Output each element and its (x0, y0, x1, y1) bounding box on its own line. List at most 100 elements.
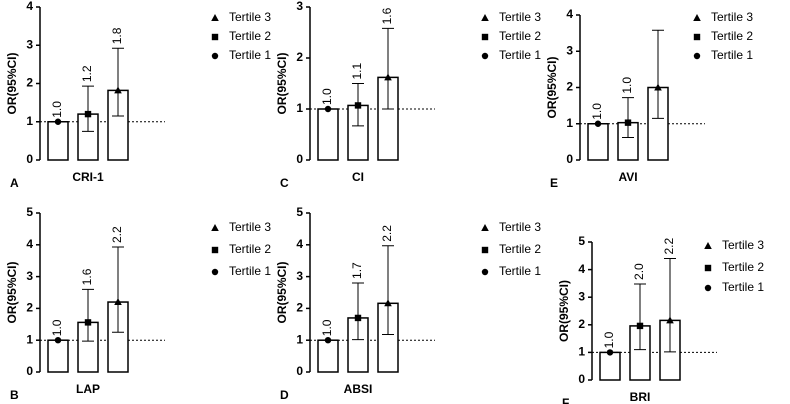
point (114, 298, 122, 306)
legend-label: Tertile 3 (722, 238, 764, 252)
legend-label: Tertile 2 (499, 242, 541, 256)
error-bar (82, 288, 94, 342)
y-tick-label: 0 (566, 152, 573, 166)
x-axis-label: AVI (618, 170, 637, 184)
error-bar (382, 245, 394, 335)
legend-marker (481, 33, 489, 41)
point (324, 105, 332, 113)
legend-label: Tertile 2 (229, 29, 271, 43)
value-label: 2.2 (380, 225, 394, 242)
error-bar (634, 283, 646, 351)
value-label: 1.0 (620, 77, 634, 94)
value-label: 2.2 (110, 226, 124, 243)
y-tick-label: 1 (296, 101, 303, 115)
panel-letter: C (280, 176, 289, 190)
legend-label: Tertile 1 (229, 48, 271, 62)
value-label: 1.7 (350, 262, 364, 279)
point (84, 110, 92, 118)
legend-label: Tertile 3 (229, 10, 271, 24)
point (114, 86, 122, 94)
error-bar (352, 282, 364, 341)
panel-letter: E (550, 176, 558, 190)
legend-marker (211, 52, 219, 60)
y-tick-label: 0 (26, 152, 33, 166)
legend-marker (481, 14, 489, 21)
legend-marker (211, 224, 219, 231)
value-label: 1.0 (50, 319, 64, 336)
value-label: 1.0 (50, 101, 64, 118)
y-tick-label: 0 (26, 364, 33, 378)
bar (47, 121, 69, 161)
bar (599, 351, 621, 381)
point (594, 120, 602, 127)
panel-letter: F (562, 396, 569, 404)
panel-letter: B (10, 388, 19, 402)
point (636, 322, 644, 330)
y-tick-label: 0 (296, 152, 303, 166)
x-axis-label: BRI (630, 390, 651, 404)
point (606, 349, 614, 356)
y-axis-label: OR(95%CI) (545, 56, 559, 118)
legend-label: Tertile 2 (711, 29, 753, 43)
y-axis-label: OR(95%CI) (557, 280, 571, 342)
value-label: 1.0 (320, 88, 334, 105)
error-bar (382, 27, 394, 110)
y-tick-label: 1 (26, 114, 33, 128)
y-tick-label: 3 (26, 269, 33, 283)
legend-marker (211, 268, 219, 276)
legend-marker (211, 33, 219, 41)
y-tick-label: 5 (296, 205, 303, 219)
bar (587, 123, 609, 161)
legend-marker (704, 264, 712, 272)
y-tick-label: 4 (296, 237, 303, 251)
error-bar (112, 246, 124, 333)
legend-label: Tertile 2 (229, 242, 271, 256)
y-tick-label: 1 (26, 332, 33, 346)
point (54, 337, 62, 344)
point (84, 319, 92, 326)
y-tick-label: 2 (26, 301, 33, 315)
error-bar (652, 29, 664, 119)
y-tick-label: 3 (26, 37, 33, 51)
legend-label: Tertile 1 (722, 280, 764, 294)
legend-label: Tertile 3 (499, 220, 541, 234)
point (54, 118, 62, 125)
y-tick-label: 2 (578, 317, 585, 331)
error-bar (112, 47, 124, 117)
x-axis-label: LAP (76, 382, 100, 396)
point (624, 119, 632, 126)
point (354, 314, 362, 322)
y-tick-label: 4 (578, 262, 585, 276)
legend-marker (693, 52, 701, 60)
y-tick-label: 1 (566, 116, 573, 130)
legend-marker (211, 246, 219, 254)
legend-label: Tertile 1 (229, 264, 271, 278)
y-tick-label: 3 (296, 0, 303, 13)
y-tick-label: 2 (566, 80, 573, 94)
legend-label: Tertile 3 (229, 220, 271, 234)
legend-marker (693, 33, 701, 41)
x-axis-label: ABSI (344, 382, 373, 396)
value-label: 2.2 (662, 238, 676, 255)
y-tick-label: 2 (296, 301, 303, 315)
bar (47, 339, 69, 373)
x-axis-label: CI (352, 170, 364, 184)
y-tick-label: 0 (296, 364, 303, 378)
legend-marker (704, 242, 712, 249)
legend-label: Tertile 2 (722, 260, 764, 274)
value-label: 1.2 (80, 65, 94, 82)
legend-label: Tertile 1 (711, 48, 753, 62)
y-tick-label: 4 (26, 237, 33, 251)
y-tick-label: 0 (578, 372, 585, 386)
y-tick-label: 1 (296, 332, 303, 346)
value-label: 1.0 (590, 103, 604, 120)
y-tick-label: 5 (578, 234, 585, 248)
y-tick-label: 3 (296, 269, 303, 283)
bar (317, 339, 339, 373)
value-label: 1.1 (350, 62, 364, 79)
y-tick-label: 2 (26, 76, 33, 90)
legend-marker (211, 14, 219, 21)
point (354, 102, 362, 109)
y-tick-label: 4 (566, 7, 573, 21)
legend-marker (481, 268, 489, 276)
